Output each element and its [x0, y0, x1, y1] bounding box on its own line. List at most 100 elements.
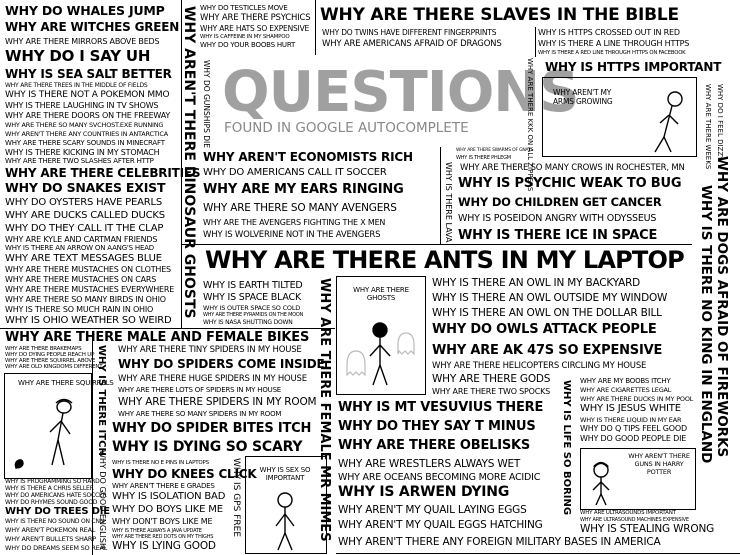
sex-caption: WHY IS SEX SO IMPORTANT [259, 466, 311, 483]
q-say-uh: WHY DO I SAY UH [5, 47, 151, 65]
q-spocks: WHY ARE THERE TWO SPOCKS [432, 387, 551, 396]
q-boobs-hurt: WHY DO YOUR BOOBS HURT [200, 41, 296, 49]
q-avengers-xmen: WHY ARE THE AVENGERS FIGHTING THE X MEN [203, 218, 386, 227]
q-twins: WHY DO TWINS HAVE DIFFERENT FINGERPRINTS [322, 28, 497, 37]
arms-caption: WHY AREN'T MY ARMS GROWING [553, 88, 613, 106]
q-cnn: WHY IS THERE NO SOUND ON CNN [5, 518, 105, 525]
q-kingdoms: WHY ARE OLD KINGDOMS DIFFERENT [5, 364, 103, 370]
q-arwen: WHY IS ARWEN DYING [338, 484, 510, 500]
q-rhymes: WHY DO RHYMES SOUND GOOD [5, 499, 98, 506]
q-birds-ohio: WHY ARE THERE SO MANY BIRDS IN OHIO [5, 295, 166, 304]
q-huge-spiders: WHY ARE THERE HUGE SPIDERS IN MY HOUSE [118, 374, 307, 384]
q-boys-dont: WHY DON'T BOYS LIKE ME [112, 517, 213, 526]
guns-panel [580, 448, 696, 510]
q-chris: WHY IS THERE A CHRIS SELLER [5, 485, 94, 492]
q-space-black: WHY IS SPACE BLACK [203, 292, 301, 303]
q-slashes: WHY ARE THERE TWO SLASHES AFTER HTTP [5, 157, 154, 165]
q-https-important: WHY IS HTTPS IMPORTANT [545, 60, 722, 74]
q-crows: WHY ARE THERE SO MANY CROWS IN ROCHESTER… [460, 163, 685, 173]
divider [182, 244, 692, 245]
divider [336, 553, 740, 554]
q-svchost: WHY ARE THERE SO MANY SVCHOST.EXE RUNNIN… [5, 121, 164, 129]
divider [181, 0, 182, 328]
q-java: WHY IS THERE ALWAYS A JAVA UPDATE [112, 528, 202, 534]
q-slaves-bible: WHY ARE THERE SLAVES IN THE BIBLE [320, 5, 679, 25]
q-male-female-bikes: WHY ARE THERE MALE AND FEMALE BIKES [5, 330, 310, 345]
q-https-line: WHY IS THERE A LINE THROUGH HTTPS [538, 39, 690, 48]
q-kyle: WHY ARE KYLE AND CARTMAN FRIENDS [5, 235, 158, 244]
q-clap: WHY DO THEY CALL IT THE CLAP [5, 223, 164, 234]
divider [92, 340, 93, 555]
q-helicopters: WHY ARE THERE HELICOPTERS CIRCLING MY HO… [432, 361, 647, 371]
q-trees-die: WHY DO TREES DIE [5, 506, 110, 517]
q-laughing: WHY IS THERE LAUGHING IN TV SHOWS [5, 101, 159, 110]
q-gods: WHY ARE THERE GODS [432, 373, 551, 385]
q-spider-bites: WHY DO SPIDER BITES ITCH [112, 421, 312, 436]
q-owl-backyard: WHY IS THERE AN OWL IN MY BACKYARD [432, 277, 641, 289]
q-rain-ohio: WHY IS THERE SO MUCH RAIN IN OHIO [5, 305, 154, 314]
q-ears-ringing: WHY ARE MY EARS RINGING [203, 182, 404, 197]
ghosts-caption: WHY ARE THERE GHOSTS [353, 286, 409, 303]
q-witches: WHY ARE WITCHES GREEN [5, 20, 180, 34]
q-avengers: WHY ARE THERE SO MANY AVENGERS [203, 202, 397, 214]
q-phlegm: WHY IS THERE PHLEGM [456, 155, 511, 161]
q-quail-hatching: WHY AREN'T MY QUAIL EGGS HATCHING [338, 519, 543, 531]
arms-panel [542, 77, 697, 157]
q-owl-window: WHY IS THERE AN OWL OUTSIDE MY WINDOW [432, 292, 668, 304]
q-earth-tilted: WHY IS EARTH TILTED [203, 280, 303, 291]
q-hats: WHY ARE HATS SO EXPENSIVE [200, 24, 310, 33]
q-celebrities: WHY ARE THERE CELEBRITIES [5, 166, 201, 180]
q-aang: WHY IS THERE AN ARROW ON AANG'S HEAD [5, 244, 154, 252]
q-spiders-inside: WHY DO SPIDERS COME INSIDE [118, 357, 325, 371]
q-antarctica: WHY AREN'T THERE ANY COUNTRIES IN ANTARC… [5, 130, 168, 138]
q-dreams: WHY DO DREAMS SEEM SO REAL [5, 544, 108, 552]
q-boobs-itchy: WHY ARE MY BOOBS ITCHY [580, 377, 671, 385]
q-poseidon: WHY IS POSEIDON ANGRY WITH ODYSSEUS [458, 213, 657, 224]
q-psychics: WHY ARE THERE PSYCHICS [200, 13, 311, 23]
divider [440, 147, 441, 245]
q-dying-reach: WHY DO DYING PEOPLE REACH UP [5, 352, 95, 358]
q-t-minus: WHY DO THEY SAY T MINUS [338, 419, 536, 434]
q-dying-scary: WHY IS DYING SO SCARY [112, 439, 303, 455]
q-pokemon-mmo: WHY IS THERE NOT A POKEMON MMO [5, 90, 170, 100]
q-kicking: WHY IS THERE KICKING IN MY STOMACH [5, 148, 160, 157]
q-qtips: WHY DO Q TIPS FEEL GOOD [580, 424, 687, 433]
q-pyramids: WHY ARE THERE PYRAMIDS ON THE MOON [203, 312, 304, 318]
squirrels-panel [4, 373, 92, 479]
main-title: QUESTIONS [222, 60, 580, 125]
q-https-facebook: WHY IS THERE A RED LINE THROUGH HTTPS ON… [538, 50, 686, 56]
q-wolverine: WHY IS WOLVERINE NOT IN THE AVENGERS [203, 230, 381, 240]
guns-caption: WHY AREN'T THERE GUNS IN HARRY POTTER [628, 452, 690, 477]
q-programming: WHY IS PROGRAMMING SO HARD [5, 478, 100, 485]
q-soccer: WHY DO AMERICANS HATE SOCCER [5, 492, 107, 499]
q-pokemon-real: WHY AREN'T POKEMON REAL [5, 526, 96, 534]
q-obelisks: WHY ARE THERE OBELISKS [338, 438, 531, 453]
squirrels-caption: WHY ARE THERE SQUIRRELS [18, 379, 114, 387]
q-mustache-clothes: WHY ARE THERE MUSTACHES ON CLOTHES [5, 265, 171, 274]
q-ultrasound-expensive: WHY ARE ULTRASOUND MACHINES EXPENSIVE [580, 517, 689, 523]
q-psychic-bug: WHY IS PSYCHIC WEAK TO BUG [458, 176, 682, 191]
q-testicles: WHY DO TESTICLES MOVE [200, 4, 288, 12]
subtitle: FOUND IN GOOGLE AUTOCOMPLETE [224, 120, 469, 136]
q-ak47: WHY ARE AK 47S SO EXPENSIVE [432, 343, 663, 358]
q-brakemaps: WHY ARE THERE BRAKEMAPS [5, 346, 82, 352]
q-nasa: WHY IS NASA SHUTTING DOWN [203, 319, 293, 326]
q-military-bases: WHY AREN'T THERE ANY FOREIGN MILITARY BA… [338, 536, 661, 548]
sex-panel [245, 456, 327, 554]
q-tiny-spiders: WHY ARE THERE TINY SPIDERS IN MY HOUSE [118, 345, 302, 355]
divider [535, 27, 536, 57]
q-children-cancer: WHY DO CHILDREN GET CANCER [458, 195, 662, 209]
q-squirrel-above: WHY ARE THERE SQUIRREL ABOVE [5, 358, 96, 364]
q-owls-attack: WHY DO OWLS ATTACK PEOPLE [432, 322, 657, 337]
q-dragons: WHY ARE AMERICANS AFRAID OF DRAGONS [322, 39, 502, 49]
q-ducks-pool: WHY ARE THERE DUCKS IN MY POOL [580, 395, 694, 403]
q-minecraft: WHY ARE THERE SCARY SOUNDS IN MINECRAFT [5, 139, 165, 147]
q-mustache-everywhere: WHY ARE THERE MUSTACHES EVERYWHERE [5, 285, 175, 294]
q-vesuvius: WHY IS MT VESUVIUS THERE [338, 400, 544, 415]
q-ultrasounds: WHY ARE ULTRASOUNDS IMPORTANT [580, 510, 676, 516]
